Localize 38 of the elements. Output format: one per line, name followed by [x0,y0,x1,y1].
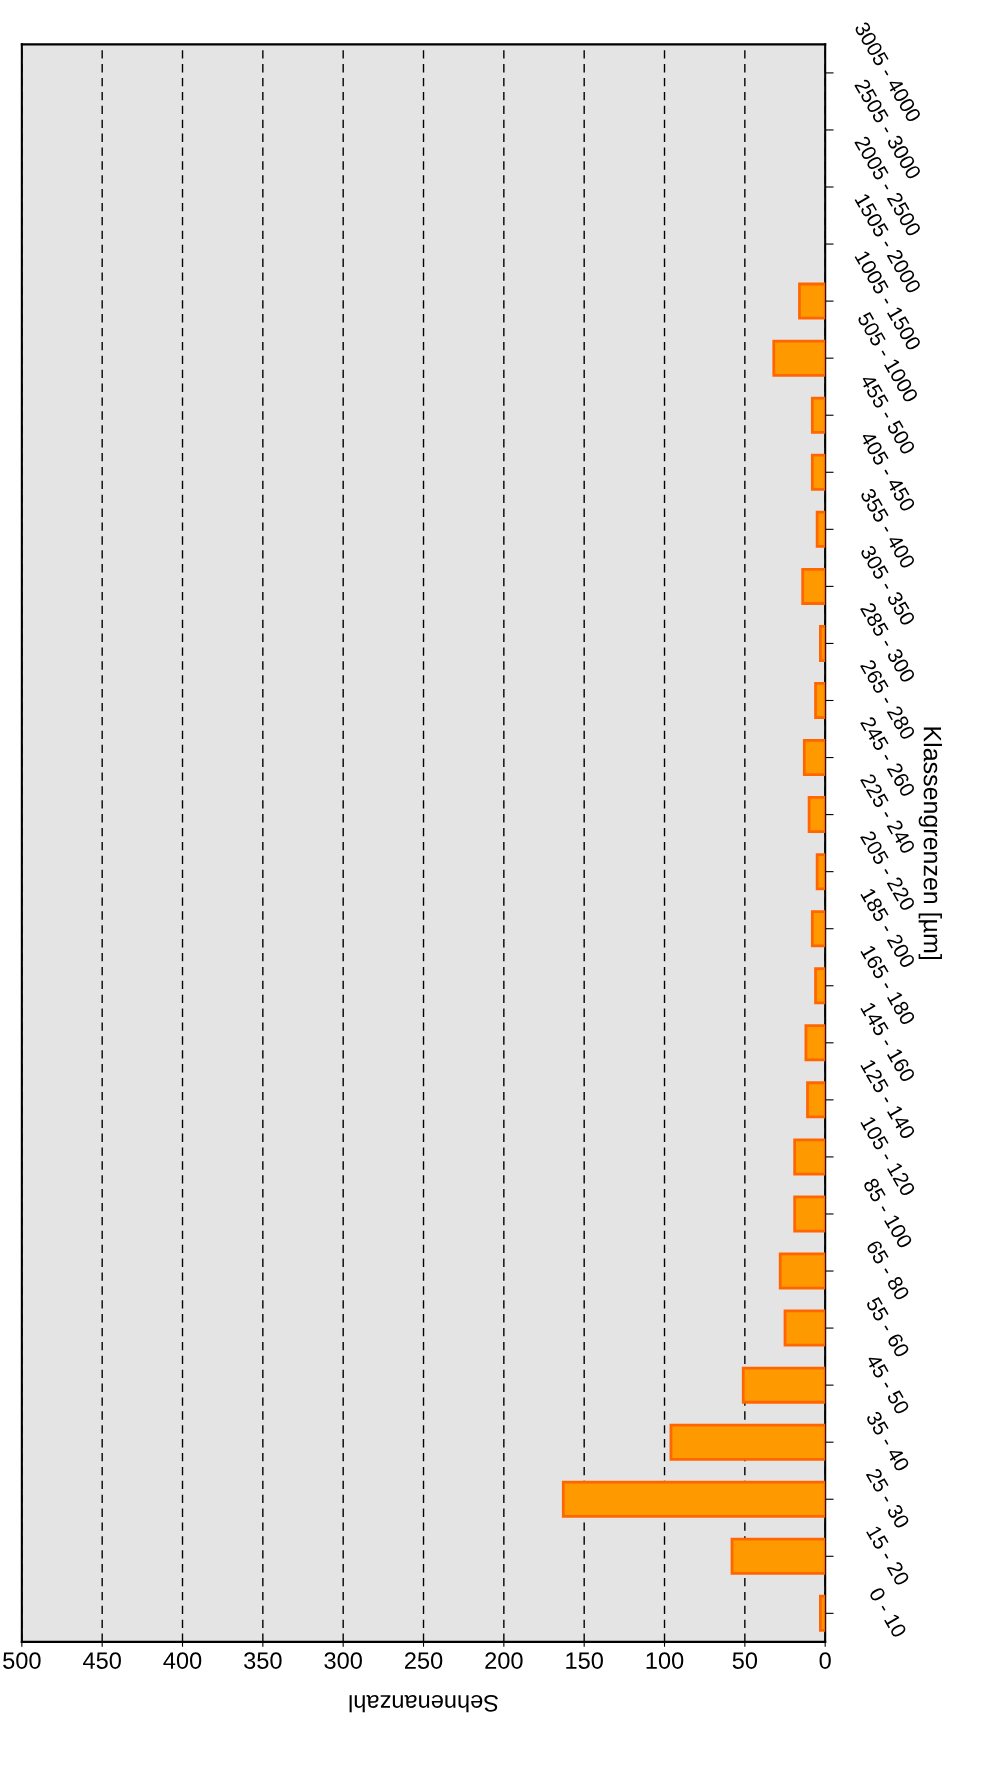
y-axis-title: Klassengrenzen [µm] [918,727,942,960]
bar [793,1138,826,1176]
x-tick-label: 450 [83,1652,121,1669]
bar [810,910,826,948]
bar [814,681,826,719]
bar [730,1537,826,1575]
bar [814,967,826,1005]
bar [806,1081,826,1119]
x-tick-label: 150 [566,1652,603,1669]
bar [669,1423,826,1461]
bar [810,453,826,491]
bar [793,1195,826,1233]
y-tick-label: 0 - 10 [868,1586,908,1639]
x-axis-title: Sehnenanzahl [349,1694,498,1713]
bar [741,1366,826,1404]
x-tick-label: 0 [819,1652,831,1669]
bar [802,739,826,777]
bar [815,510,826,548]
x-tick-label: 250 [405,1652,443,1669]
bar [818,1594,826,1632]
x-tick-label: 50 [732,1652,758,1669]
x-tick-label: 400 [163,1652,202,1669]
bar [804,1024,826,1062]
bar [561,1480,826,1518]
x-tick-label: 500 [3,1652,41,1669]
x-tick-label: 350 [244,1652,282,1669]
bar [801,567,826,605]
x-tick-label: 300 [324,1652,362,1669]
bar [798,282,826,320]
bar [772,339,826,377]
x-tick-label: 100 [646,1652,684,1669]
bar [810,396,826,434]
bar [818,624,826,662]
bar [807,796,826,834]
bar [815,853,826,891]
x-tick-label: 200 [485,1652,523,1669]
bar [778,1252,826,1290]
bar [783,1309,826,1347]
